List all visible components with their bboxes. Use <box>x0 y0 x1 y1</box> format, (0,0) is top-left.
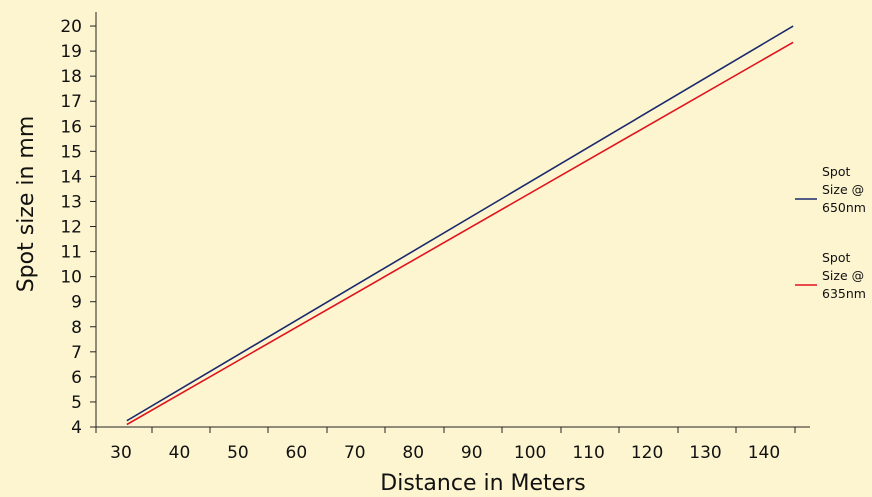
x-axis-ticks: 30 40 50 60 70 80 90 100 110 120 130 140 <box>95 427 796 463</box>
legend-label: Size @ <box>822 268 864 283</box>
x-tick-label: 40 <box>169 443 191 463</box>
y-tick-label: 13 <box>60 192 82 212</box>
axes <box>95 12 810 428</box>
series-line-2 <box>126 41 794 426</box>
x-tick-label: 70 <box>344 443 366 463</box>
x-tick-label: 100 <box>514 443 546 463</box>
x-tick-label: 60 <box>286 443 308 463</box>
y-axis-ticks: 4 5 6 7 8 9 10 11 12 13 14 15 16 17 18 19 20 <box>60 17 96 438</box>
legend-item-1: Spot Size @ 650nm <box>795 164 866 215</box>
y-tick-label: 14 <box>60 167 82 187</box>
legend-item-2: Spot Size @ 635nm <box>795 250 866 301</box>
y-tick-label: 7 <box>71 343 82 363</box>
x-tick-label: 120 <box>631 443 663 463</box>
y-tick-label: 15 <box>60 142 82 162</box>
y-tick-label: 8 <box>71 318 82 338</box>
x-tick-label: 80 <box>402 443 424 463</box>
y-tick-label: 11 <box>60 243 82 263</box>
y-tick-label: 12 <box>60 218 82 238</box>
x-tick-label: 130 <box>689 443 721 463</box>
x-tick-label: 140 <box>748 443 780 463</box>
y-tick-label: 20 <box>60 17 82 37</box>
y-tick-label: 17 <box>60 92 82 112</box>
series-lines <box>126 25 794 426</box>
legend-label: 635nm <box>822 286 866 301</box>
legend: Spot Size @ 650nm Spot Size @ 635nm <box>795 164 866 301</box>
y-tick-label: 5 <box>71 393 82 413</box>
y-axis-title: Spot size in mm <box>14 116 39 293</box>
legend-label: Size @ <box>822 182 864 197</box>
y-tick-label: 19 <box>60 42 82 62</box>
y-tick-label: 6 <box>71 368 82 388</box>
legend-label: 650nm <box>822 200 866 215</box>
y-tick-label: 16 <box>60 117 82 137</box>
y-tick-label: 10 <box>60 268 82 288</box>
y-tick-label: 9 <box>71 293 82 313</box>
series-line-1 <box>126 25 794 422</box>
x-axis-title: Distance in Meters <box>380 471 585 496</box>
y-tick-label: 4 <box>71 418 82 438</box>
x-tick-label: 110 <box>572 443 604 463</box>
y-tick-label: 18 <box>60 67 82 87</box>
legend-label: Spot <box>822 250 851 265</box>
x-tick-label: 50 <box>227 443 249 463</box>
legend-label: Spot <box>822 164 851 179</box>
x-tick-label: 30 <box>110 443 132 463</box>
x-tick-label: 90 <box>461 443 483 463</box>
